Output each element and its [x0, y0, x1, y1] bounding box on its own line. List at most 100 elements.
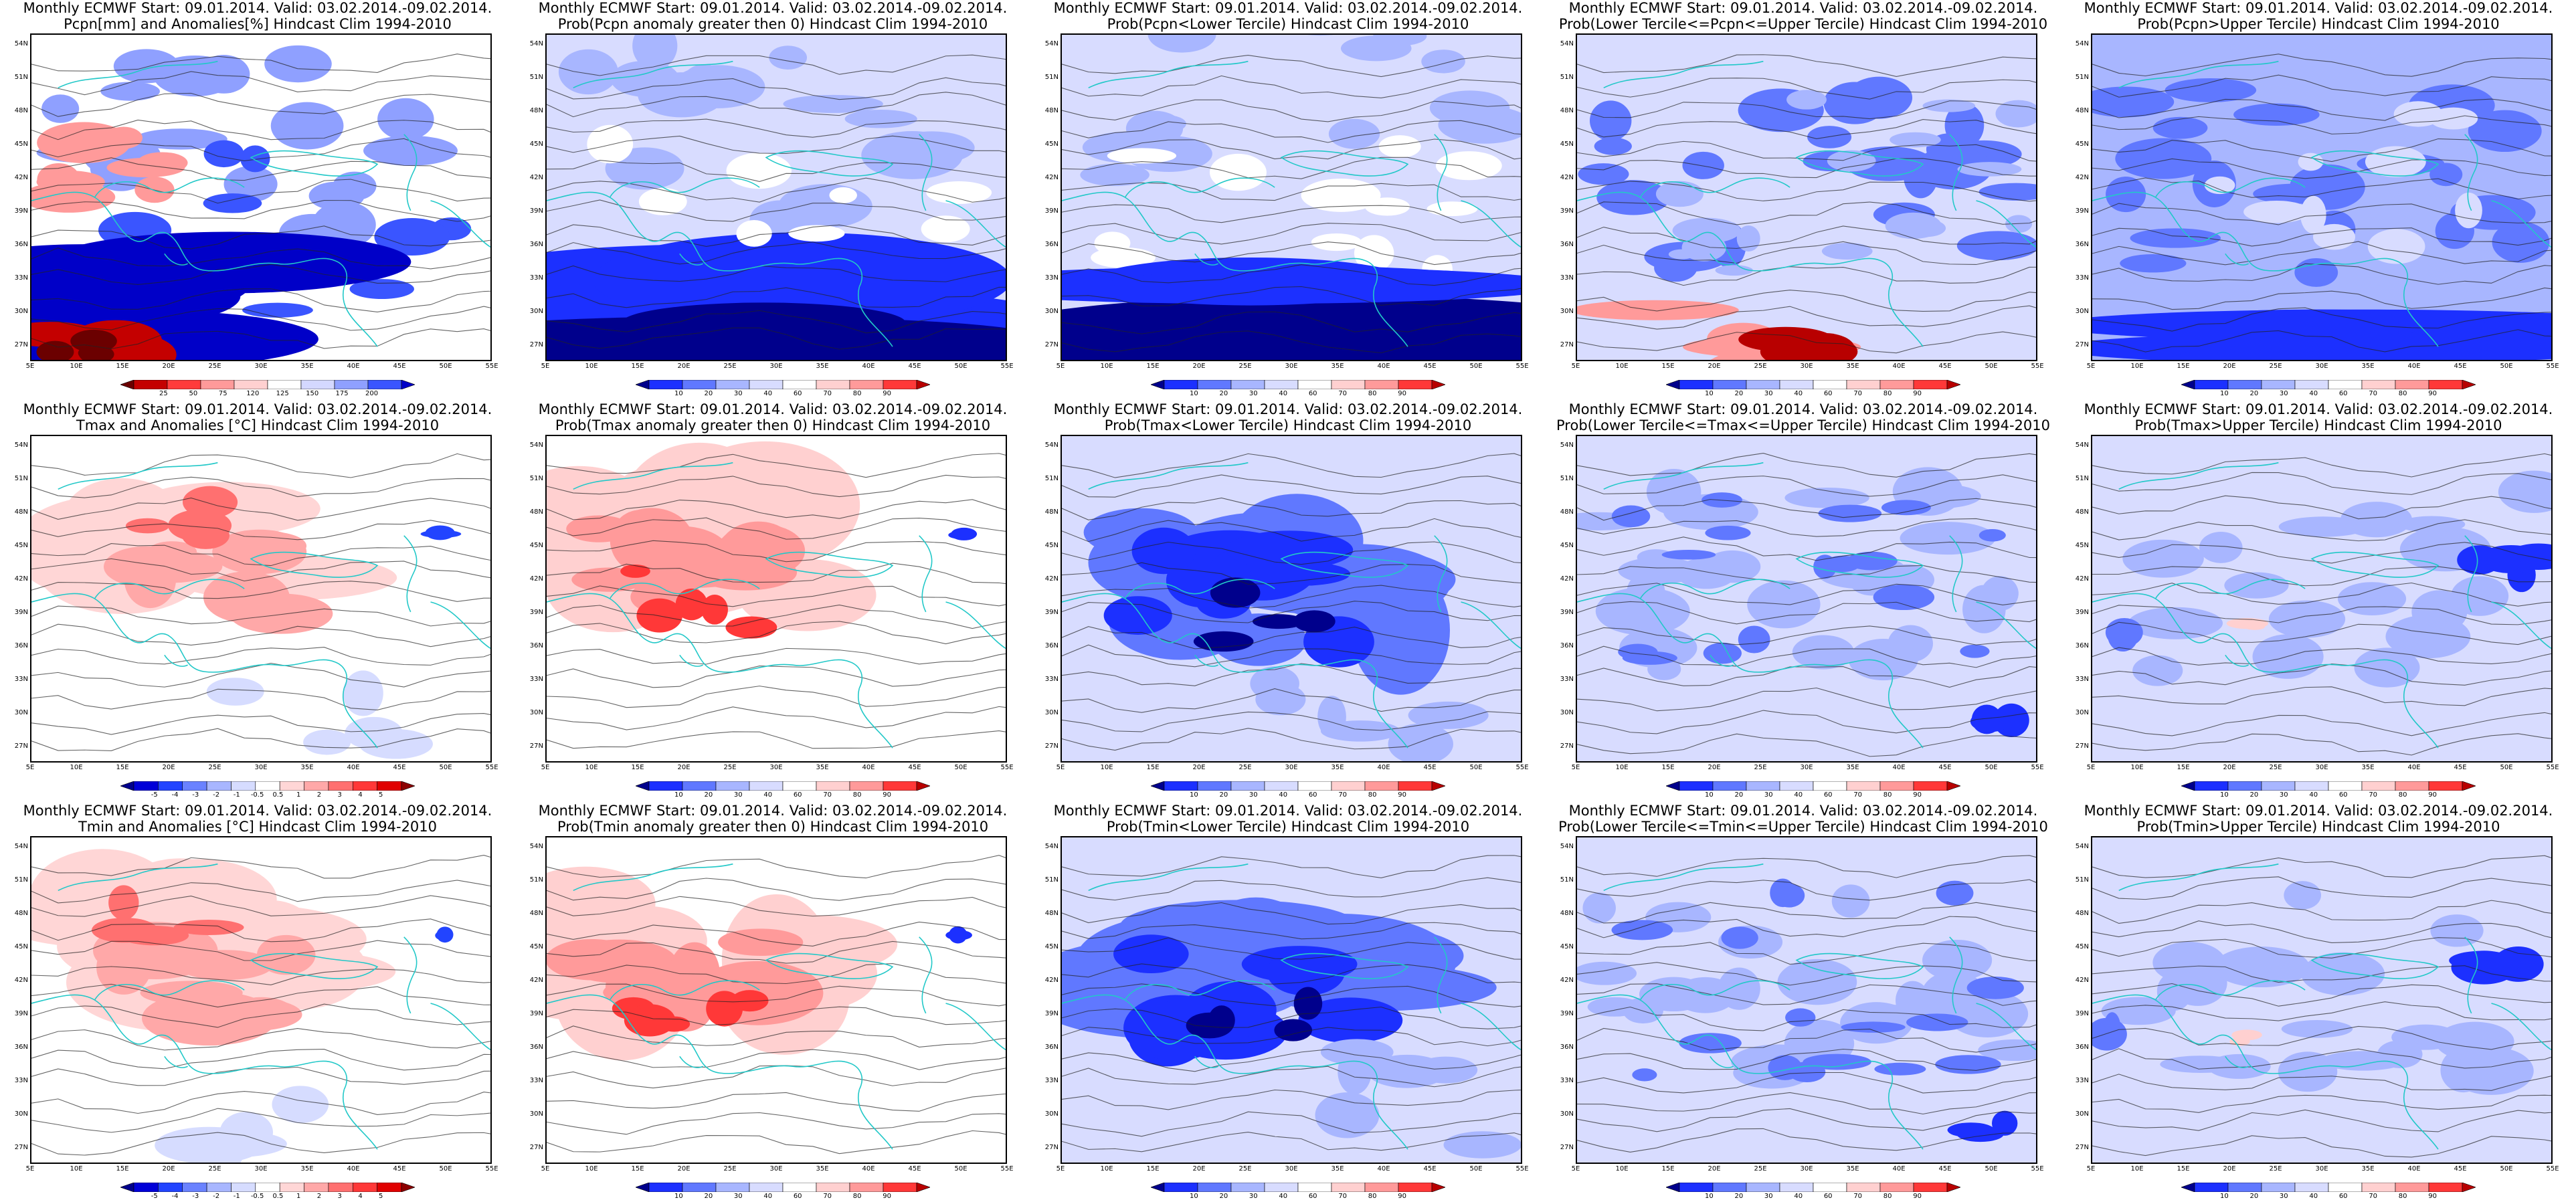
longitude-label: 5E — [2086, 764, 2096, 771]
longitude-label: 55E — [485, 1165, 498, 1173]
coastline — [679, 1056, 703, 1068]
field-patch — [2268, 600, 2346, 638]
coastline — [58, 60, 218, 89]
colorbar-swatch — [300, 380, 335, 389]
field-patch — [1582, 892, 1616, 924]
field-patch — [106, 157, 185, 178]
coastline — [430, 200, 490, 248]
contour-line — [2092, 74, 2551, 98]
longitude-label: 25E — [2269, 1165, 2282, 1173]
colorbar-swatch — [1779, 380, 1814, 389]
field-patch — [1936, 880, 1974, 906]
contour-line — [31, 558, 490, 582]
forecast-panel-tmax-prob-gt0: Monthly ECMWF Start: 09.01.2014. Valid: … — [515, 401, 1030, 803]
longitude-label: 40E — [1892, 363, 1906, 370]
colorbar-tick-label: 40 — [2309, 1193, 2318, 1200]
field-patch — [1107, 148, 1177, 164]
field-patch — [2092, 86, 2175, 118]
field-patch — [2130, 228, 2221, 248]
field-patch — [108, 885, 139, 920]
field-patch — [921, 215, 970, 243]
colorbar-swatch — [1913, 380, 1948, 389]
longitude-label: 55E — [2031, 363, 2044, 370]
contour-line — [2092, 983, 2551, 1007]
field-patch — [1900, 522, 1996, 555]
contour-line — [1062, 541, 1521, 565]
contour-line — [1062, 1066, 1521, 1088]
latitude-label: 39N — [2075, 1010, 2089, 1017]
contour-line — [547, 1006, 1006, 1026]
coastline — [2118, 863, 2279, 892]
colorbar-swatch — [1364, 781, 1399, 791]
colorbar — [1151, 781, 1445, 791]
longitude-label: 45E — [1423, 1165, 1437, 1173]
colorbar-swatch — [328, 781, 353, 791]
contour-line — [547, 77, 1006, 100]
field-patch — [1611, 505, 1651, 528]
latitude-label: 45N — [1560, 140, 1574, 148]
contour-line — [1577, 158, 2036, 179]
latitude-label: 42N — [14, 575, 28, 583]
field-patch — [2103, 1012, 2121, 1046]
coastline — [1088, 462, 1249, 490]
forecast-map — [1576, 836, 2037, 1164]
longitude-label: 55E — [485, 764, 498, 771]
colorbar — [1666, 1183, 1960, 1192]
colorbar-swatch — [782, 1183, 817, 1192]
longitude-label: 35E — [300, 764, 314, 771]
longitude-label: 5E — [1571, 363, 1580, 370]
latitude-label: 51N — [14, 74, 28, 81]
contour-line — [1577, 1027, 2036, 1053]
contour-line — [1062, 1027, 1521, 1047]
longitude-label: 55E — [2546, 1165, 2559, 1173]
field-patch — [1110, 271, 1402, 294]
colorbar-tick-label: 80 — [1883, 390, 1892, 397]
latitude-label: 51N — [1044, 475, 1059, 482]
longitude-label: 40E — [1377, 764, 1390, 771]
longitude-label: 20E — [1708, 363, 1721, 370]
panel-title-line1: Monthly ECMWF Start: 09.01.2014. Valid: … — [1568, 401, 2038, 417]
colorbar-tick-label: 60 — [1823, 390, 1833, 397]
colorbar-swatch — [352, 781, 377, 791]
colorbar-tick-label: 30 — [2279, 791, 2288, 799]
latitude-label: 30N — [1044, 308, 1059, 315]
field-patch — [2511, 475, 2551, 508]
contour-line — [1062, 902, 1521, 925]
longitude-label: 15E — [631, 1165, 644, 1173]
coastline — [1577, 191, 1894, 288]
latitude-label: 27N — [1560, 742, 1574, 750]
colorbar-tick-label: 10 — [1705, 791, 1714, 799]
contour-line — [1577, 733, 2036, 757]
forecast-panel-pcpn-prob-middle: Monthly ECMWF Start: 09.01.2014. Valid: … — [1546, 0, 2061, 401]
contour-line — [1062, 1132, 1521, 1152]
longitude-label: 30E — [1800, 764, 1813, 771]
latitude-label: 39N — [1044, 609, 1059, 616]
longitude-label: 20E — [677, 764, 691, 771]
colorbar-tick-label: 20 — [1734, 390, 1744, 397]
contour-line — [2092, 472, 2551, 495]
field-patch — [2478, 544, 2544, 574]
latitude-label: 39N — [1044, 207, 1059, 215]
latitude-label: 42N — [1560, 174, 1574, 181]
colorbar-swatch — [648, 1183, 683, 1192]
contour-line — [1062, 311, 1521, 334]
contour-line — [547, 983, 1006, 1007]
contour-line — [2092, 203, 2551, 225]
field-patch — [1274, 1019, 1313, 1041]
colorbar-swatch — [1946, 781, 1960, 791]
latitude-label: 42N — [14, 174, 28, 181]
latitude-label: 48N — [14, 910, 28, 917]
colorbar-tick-label: 90 — [2428, 791, 2437, 799]
field-patch — [2430, 914, 2484, 947]
field-patch — [1421, 49, 1465, 74]
coastline — [164, 1056, 188, 1068]
contour-line — [1062, 54, 1521, 78]
field-patch — [349, 279, 414, 300]
colorbar-swatch — [182, 781, 207, 791]
coastline — [164, 253, 188, 266]
coastline — [2225, 654, 2249, 667]
contour-line — [547, 563, 1006, 585]
longitude-label: 55E — [2546, 764, 2559, 771]
colorbar-tick-label: 150 — [306, 390, 319, 397]
latitude-label: 27N — [2075, 742, 2089, 750]
